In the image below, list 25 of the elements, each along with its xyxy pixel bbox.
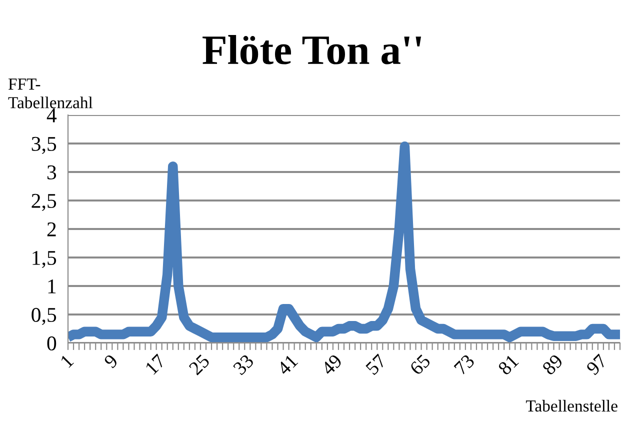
x-tick-label: 41	[276, 354, 298, 376]
x-tick-label: 9	[103, 354, 118, 369]
x-tick-label: 57	[365, 354, 388, 376]
x-tick-label: 97	[586, 354, 608, 376]
y-tick-label: 2,5	[32, 194, 56, 211]
x-tick-label: 81	[497, 354, 520, 376]
x-tick-label: 25	[188, 354, 210, 376]
x-tick-label: 73	[454, 354, 476, 376]
x-axis-title: Tabellenstelle	[526, 400, 618, 412]
x-tick-label: 89	[542, 354, 564, 376]
x-tick-label: 49	[320, 354, 343, 376]
y-tick-label: 1	[48, 279, 56, 294]
y-tick-label: 2	[47, 222, 56, 236]
y-tick-label: 0	[47, 336, 56, 350]
y-tick-label: 1,5	[32, 250, 56, 268]
y-tick-label: 0,5	[32, 308, 56, 325]
y-tick-label: 3,5	[32, 136, 56, 154]
y-tick-label: 4	[46, 108, 57, 122]
chart-title: Flöte Ton a''	[202, 34, 422, 64]
x-tick-label: 65	[409, 354, 432, 376]
y-tick-label: 3	[47, 165, 56, 180]
x-tick-label: 1	[60, 354, 74, 368]
x-tick-label: 33	[232, 354, 254, 376]
y-axis-title: FFT- Tabellenzahl	[8, 78, 93, 108]
x-tick-label: 17	[144, 354, 166, 375]
